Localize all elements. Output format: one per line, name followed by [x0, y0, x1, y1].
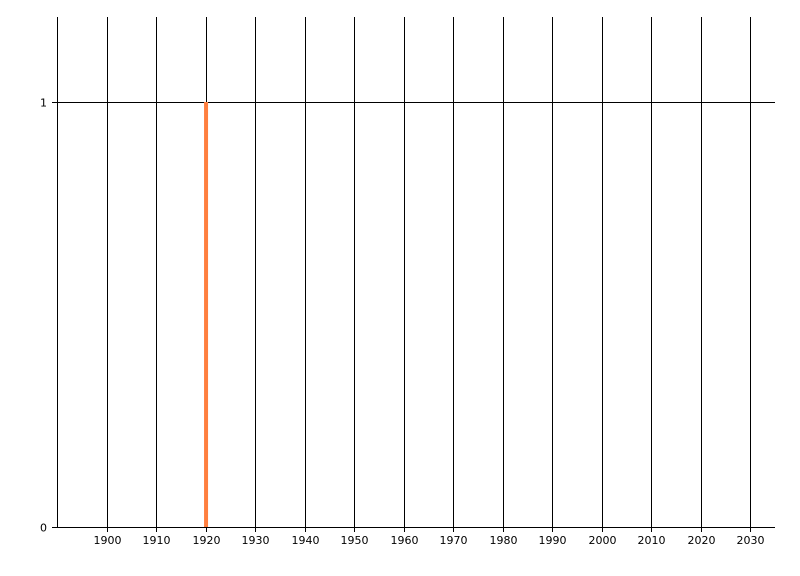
x-tick-label: 2000 — [589, 534, 617, 547]
x-tick-label: 1980 — [490, 534, 518, 547]
x-tick-label: 1950 — [341, 534, 369, 547]
x-tick-label: 1910 — [143, 534, 171, 547]
x-tick-label: 2020 — [688, 534, 716, 547]
bar — [204, 102, 209, 527]
x-tick-label: 2010 — [638, 534, 666, 547]
x-tick-label: 2030 — [737, 534, 765, 547]
x-tick-label: 1900 — [94, 534, 122, 547]
x-tick-label: 1920 — [193, 534, 221, 547]
y-tick-label: 1 — [40, 97, 47, 110]
y-tick-label: 0 — [40, 522, 47, 535]
x-tick-label: 1930 — [242, 534, 270, 547]
x-tick-label: 1960 — [391, 534, 419, 547]
x-tick-label: 1990 — [539, 534, 567, 547]
x-tick-label: 1940 — [292, 534, 320, 547]
x-tick-label: 1970 — [440, 534, 468, 547]
